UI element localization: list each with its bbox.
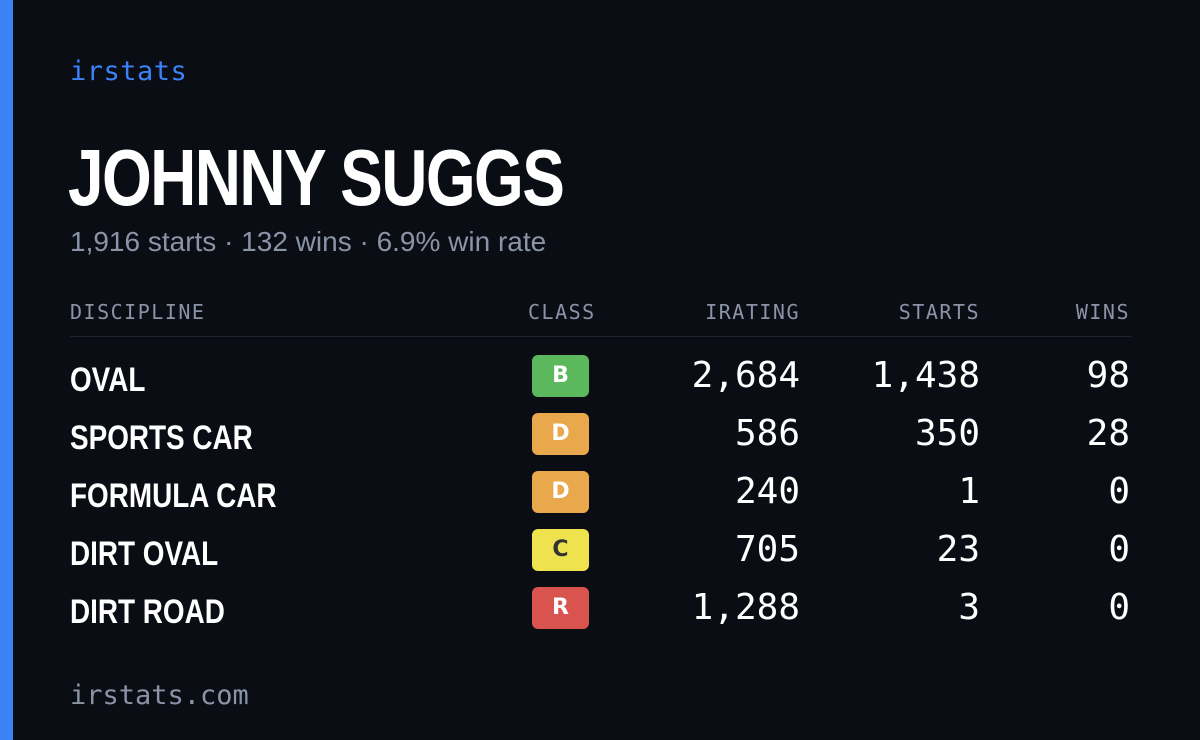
discipline-name: OVAL (70, 361, 146, 399)
license-class-badge: D (532, 413, 589, 455)
starts-value: 3 (958, 587, 980, 628)
wins-value: 0 (1108, 529, 1130, 570)
starts-value: 1 (958, 471, 980, 512)
header-discipline: DISCIPLINE (70, 300, 206, 324)
starts-value: 23 (936, 529, 980, 570)
header-starts: STARTS (898, 300, 980, 324)
starts-value: 1,438 (871, 355, 980, 396)
discipline-name: FORMULA CAR (70, 477, 277, 515)
license-class-badge: B (532, 355, 589, 397)
discipline-name: DIRT ROAD (70, 593, 225, 631)
license-class-badge: C (532, 529, 589, 571)
wins-value: 28 (1086, 413, 1130, 454)
discipline-name: DIRT OVAL (70, 535, 219, 573)
discipline-table: DISCIPLINE CLASS IRATING STARTS WINS OVA… (70, 296, 1132, 641)
irating-value: 2,684 (691, 355, 800, 396)
table-body: OVAL B 2,684 1,438 98 SPORTS CAR D 586 3… (70, 351, 1132, 641)
driver-summary: 1,916 starts · 132 wins · 6.9% win rate (70, 226, 547, 257)
table-row: DIRT ROAD R 1,288 3 0 (70, 583, 1132, 641)
table-row: OVAL B 2,684 1,438 98 (70, 351, 1132, 409)
table-row: FORMULA CAR D 240 1 0 (70, 467, 1132, 525)
wins-value: 0 (1108, 471, 1130, 512)
table-row: DIRT OVAL C 705 23 0 (70, 525, 1132, 583)
starts-value: 350 (914, 413, 980, 454)
header-class: CLASS (528, 300, 596, 324)
wins-value: 98 (1086, 355, 1130, 396)
irating-value: 1,288 (691, 587, 800, 628)
wins-value: 0 (1108, 587, 1130, 628)
header-irating: IRATING (705, 300, 800, 324)
irating-value: 586 (734, 413, 800, 454)
footer-url: irstats.com (70, 680, 249, 711)
brand-logo-text: irstats (70, 56, 188, 87)
irating-value: 705 (734, 529, 800, 570)
license-class-badge: D (532, 471, 589, 513)
discipline-name: SPORTS CAR (70, 419, 253, 457)
header-wins: WINS (1075, 300, 1130, 324)
table-header: DISCIPLINE CLASS IRATING STARTS WINS (70, 296, 1132, 337)
driver-name: JOHNNY SUGGS (68, 133, 565, 222)
accent-bar (0, 0, 13, 740)
irating-value: 240 (734, 471, 800, 512)
license-class-badge: R (532, 587, 589, 629)
table-row: SPORTS CAR D 586 350 28 (70, 409, 1132, 467)
